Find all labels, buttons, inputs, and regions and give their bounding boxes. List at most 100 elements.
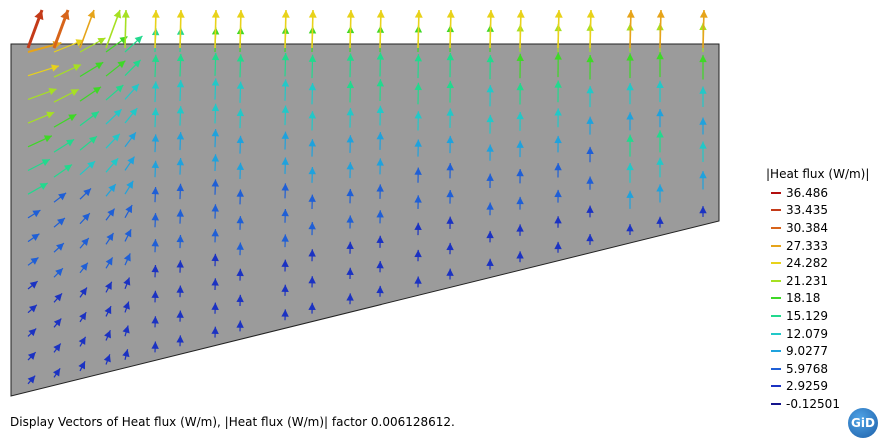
legend-swatch <box>771 367 781 370</box>
flux-vector-head <box>115 84 124 93</box>
flux-vector-head <box>699 117 707 125</box>
flux-vector-head <box>79 287 87 296</box>
flux-vector-head <box>626 53 634 61</box>
status-caption: Display Vectors of Heat flux (W/m), |Hea… <box>10 415 455 429</box>
flux-vector-head <box>106 232 114 242</box>
flux-vector-head <box>516 140 524 148</box>
flux-vector-head <box>656 157 664 165</box>
flux-vector-head <box>151 264 159 273</box>
flux-vector-head <box>78 361 86 370</box>
flux-vector-head <box>516 53 524 62</box>
flux-vector-head <box>446 108 454 116</box>
flux-vector-head <box>656 80 664 88</box>
flux-vector-head <box>151 81 160 89</box>
flux-vector-head <box>656 52 664 60</box>
legend-label: 36.486 <box>786 185 828 200</box>
flux-vector-head <box>446 189 454 198</box>
legend-entry: 18.18 <box>766 290 876 308</box>
flux-vector-head <box>75 39 84 47</box>
flux-vector-head <box>486 54 494 63</box>
legend-swatch <box>771 314 781 317</box>
flux-vector-head <box>104 330 111 339</box>
flux-vector-head <box>123 253 131 262</box>
flux-vector-head <box>176 183 185 192</box>
flux-vector-head <box>128 132 136 141</box>
flux-vector-head <box>656 130 664 138</box>
flux-vector-head <box>43 135 52 143</box>
flux-vector-head <box>308 194 316 202</box>
flux-vector-head <box>281 157 289 165</box>
flux-vector-head <box>486 258 494 266</box>
flux-vector-head <box>27 375 36 384</box>
flux-vector-head <box>281 131 290 139</box>
flux-vector-head <box>90 111 99 119</box>
flux-vector-head <box>28 328 37 337</box>
flux-vector-head <box>346 80 355 89</box>
flux-vector-head <box>699 54 707 63</box>
legend-entry: 15.129 <box>766 307 876 325</box>
legend-swatch <box>771 244 781 247</box>
flux-vector-head <box>66 139 75 147</box>
flux-vector-head <box>308 302 316 311</box>
flux-vector-head <box>79 312 87 321</box>
flux-vector-head <box>151 54 160 63</box>
flux-vector-head <box>308 111 317 119</box>
flux-vector-head <box>486 85 494 93</box>
legend-entry: 9.0277 <box>766 342 876 360</box>
flux-vector-head <box>626 190 634 198</box>
flux-vector-head <box>41 159 50 166</box>
flux-vector-head <box>236 268 244 277</box>
flux-vector-head <box>83 188 91 197</box>
flux-vector-head <box>281 234 289 242</box>
flux-vector-head <box>53 368 61 377</box>
flux-vector-head <box>376 285 384 294</box>
flux-vector-head <box>132 59 141 68</box>
flux-vector-head <box>176 209 184 217</box>
flux-vector-head <box>78 336 86 345</box>
flux-vector-head <box>446 268 454 276</box>
flux-vector-head <box>29 281 38 289</box>
flux-vector-head <box>87 10 96 19</box>
flux-vector-head <box>308 54 317 62</box>
flux-vector-head <box>60 10 70 21</box>
flux-vector-head <box>516 224 524 232</box>
legend-entry: 33.435 <box>766 202 876 220</box>
legend-entry: -0.12501 <box>766 395 876 413</box>
flux-vector-head <box>656 216 664 224</box>
flux-vector-head <box>236 242 244 250</box>
flux-vector-head <box>176 10 185 18</box>
flux-vector-head <box>176 53 185 62</box>
flux-vector-head <box>554 216 562 224</box>
flux-vector-head <box>103 354 111 363</box>
flux-vector-head <box>346 162 354 170</box>
legend-label: 12.079 <box>786 326 828 341</box>
flux-vector-head <box>113 10 122 19</box>
legend-entry: 24.282 <box>766 254 876 272</box>
flux-vector-head <box>554 10 563 18</box>
flux-vector-head <box>124 229 132 238</box>
flux-vector-head <box>656 10 665 18</box>
legend-label: 2.9259 <box>786 379 828 394</box>
flux-vector-head <box>414 111 422 119</box>
legend-entry: 27.333 <box>766 237 876 255</box>
flux-vector-head <box>236 320 244 328</box>
flux-vector-head <box>125 205 133 214</box>
flux-vector-head <box>516 111 524 120</box>
flux-vector-head <box>176 335 184 343</box>
flux-vector-head <box>308 83 317 91</box>
flux-vector-head <box>39 183 48 190</box>
flux-vector-head <box>108 184 116 193</box>
flux-vector-head <box>446 52 455 61</box>
flux-vector-head <box>446 163 454 171</box>
flux-vector-head <box>236 135 245 144</box>
flux-vector-head <box>104 306 112 315</box>
flux-vector-head <box>281 10 290 18</box>
flux-vector-head <box>151 239 159 247</box>
flux-vector-head <box>151 10 160 18</box>
flux-vector-head <box>113 109 122 117</box>
legend-label: 30.384 <box>786 220 828 235</box>
flux-vector-head <box>117 60 126 69</box>
flux-vector-head <box>46 111 55 119</box>
flux-vector-head <box>236 81 245 89</box>
